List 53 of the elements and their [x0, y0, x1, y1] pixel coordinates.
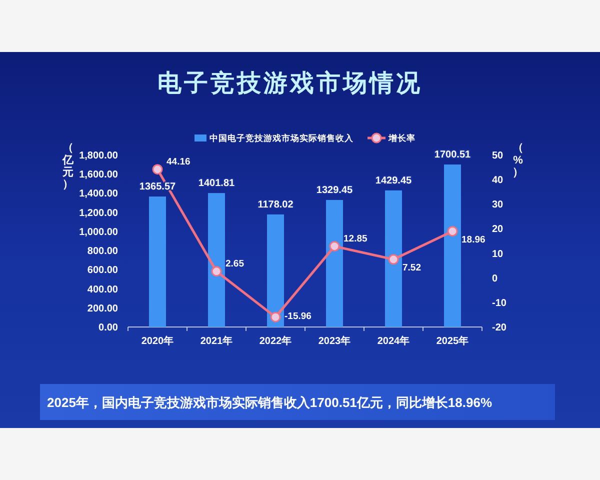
- point: [329, 241, 340, 252]
- data-label: 1429.45: [375, 175, 412, 186]
- data-label: 12.85: [344, 233, 368, 244]
- y2-tick-label: -10: [492, 298, 507, 309]
- point: [211, 266, 222, 277]
- y-tick-label: 600.00: [87, 265, 118, 276]
- bar: [444, 164, 461, 327]
- point: [270, 312, 281, 322]
- data-label: 1329.45: [316, 184, 354, 196]
- data-label: 1178.02: [258, 199, 294, 210]
- y-tick-label: 200.00: [87, 303, 118, 314]
- y-tick-label: 1,400.00: [79, 188, 118, 200]
- y2-tick-label: 50: [492, 150, 504, 162]
- legend-label: 中国电子竞技游戏市场实际销售收入: [210, 133, 354, 143]
- bar: [326, 200, 343, 327]
- data-label: 1700.51: [434, 150, 472, 161]
- y-tick-label: 1,800.00: [79, 150, 118, 162]
- y2-tick-label: 20: [492, 224, 504, 236]
- y2-tick-label: -20: [492, 322, 507, 334]
- x-tick-label: 2023年: [318, 335, 351, 347]
- point: [388, 254, 399, 265]
- y-tick-label: 800.00: [87, 246, 118, 258]
- x-tick-label: 2021年: [200, 335, 233, 347]
- data-label: -15.96: [284, 311, 312, 322]
- y-tick-label: 0.00: [98, 322, 118, 334]
- y-tick-label: 1,200.00: [79, 208, 118, 219]
- bar: [267, 214, 284, 327]
- y-tick-label: 400.00: [87, 284, 118, 296]
- bar: [208, 193, 225, 327]
- chart-title: 电子竞技游戏市场情况: [158, 70, 422, 97]
- y-tick-label: 1,600.00: [79, 170, 118, 181]
- y2-tick-label: 30: [492, 200, 504, 211]
- data-label: 2.65: [226, 258, 245, 270]
- x-tick-label: 2024年: [377, 335, 410, 347]
- y-axis-title: （亿元）: [62, 142, 74, 190]
- y2-tick-label: 10: [492, 248, 504, 260]
- bar: [385, 190, 402, 327]
- point: [152, 164, 163, 175]
- text: 2025年，国内电子竞技游戏市场实际销售收入1700.51亿元，同比增长18.96%: [47, 395, 492, 410]
- x-tick-label: 2020年: [141, 335, 174, 347]
- y-tick-label: 1,000.00: [79, 226, 118, 238]
- data-label: 44.16: [166, 156, 190, 168]
- bar: [149, 196, 166, 327]
- y2-tick-label: 0: [492, 273, 498, 284]
- x-tick-label: 2022年: [259, 335, 292, 347]
- x-tick-label: 2025年: [436, 335, 469, 347]
- data-label: 7.52: [402, 262, 421, 274]
- y2-axis-title: （%）: [512, 142, 524, 178]
- point: [447, 226, 458, 237]
- legend-label: 增长率: [388, 133, 416, 143]
- data-label: 18.96: [462, 234, 486, 246]
- data-label: 1401.81: [198, 178, 236, 190]
- y2-tick-label: 40: [492, 175, 504, 186]
